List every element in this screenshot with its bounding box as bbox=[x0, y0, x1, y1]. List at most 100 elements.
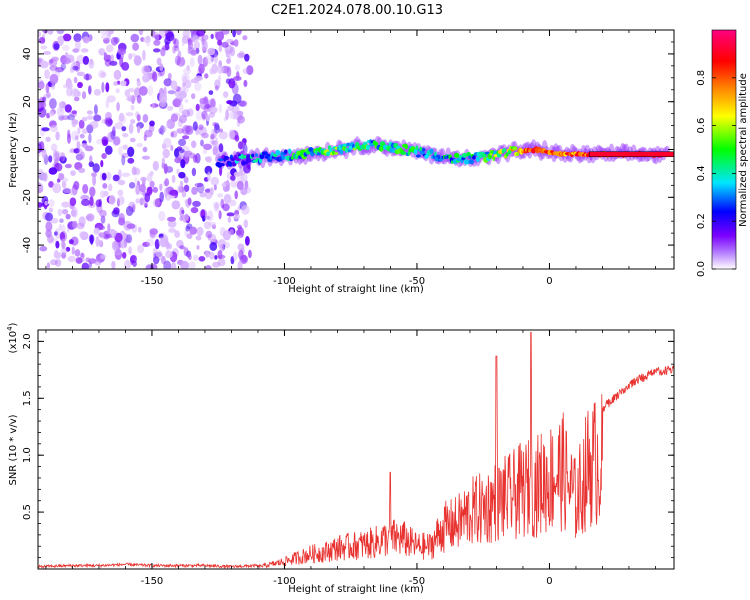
noise-blob bbox=[171, 174, 176, 184]
colorbar-tick-label: 0.4 bbox=[696, 165, 707, 181]
noise-blob bbox=[127, 157, 135, 164]
noise-blob bbox=[104, 117, 108, 125]
noise-blob bbox=[207, 47, 216, 56]
noise-blob bbox=[98, 48, 106, 56]
noise-blob bbox=[111, 240, 119, 251]
noise-blob bbox=[113, 207, 120, 215]
noise-blob bbox=[117, 195, 125, 206]
noise-blob bbox=[99, 30, 109, 35]
noise-blob bbox=[168, 228, 177, 233]
noise-blob bbox=[167, 72, 172, 81]
noise-blob bbox=[147, 85, 154, 96]
signal-point bbox=[255, 153, 258, 157]
noise-blob bbox=[98, 232, 105, 238]
noise-blob bbox=[105, 145, 113, 155]
noise-blob bbox=[166, 122, 170, 128]
noise-blob bbox=[192, 200, 201, 207]
noise-blob bbox=[102, 183, 108, 189]
noise-blob bbox=[225, 109, 229, 120]
signal-point bbox=[329, 147, 333, 154]
signal-point bbox=[462, 153, 468, 158]
noise-blob bbox=[203, 34, 209, 40]
noise-blob bbox=[184, 213, 189, 221]
noise-blob bbox=[71, 110, 78, 115]
noise-blob bbox=[182, 135, 190, 140]
noise-blob bbox=[81, 198, 90, 207]
noise-blob bbox=[200, 139, 204, 147]
signal-point bbox=[348, 145, 354, 150]
noise-blob bbox=[174, 148, 179, 158]
noise-blob bbox=[174, 157, 182, 164]
noise-blob bbox=[191, 167, 197, 177]
noise-blob bbox=[113, 136, 121, 146]
noise-blob bbox=[60, 152, 66, 162]
signal-point bbox=[339, 149, 344, 155]
noise-blob bbox=[201, 113, 206, 121]
noise-blob bbox=[50, 217, 59, 224]
noise-blob bbox=[184, 98, 189, 103]
snr-x-tick-label: -150 bbox=[141, 576, 164, 587]
noise-blob bbox=[49, 59, 54, 64]
signal-point bbox=[515, 152, 520, 157]
noise-blob bbox=[81, 117, 88, 122]
noise-blob bbox=[205, 265, 212, 269]
noise-blob bbox=[69, 188, 78, 196]
noise-blob bbox=[190, 49, 198, 56]
noise-blob bbox=[75, 135, 79, 141]
noise-blob bbox=[149, 180, 155, 188]
noise-blob bbox=[207, 171, 211, 182]
noise-blob bbox=[47, 30, 54, 35]
noise-blob bbox=[164, 187, 168, 198]
noise-blob bbox=[170, 80, 178, 91]
noise-blob bbox=[213, 184, 217, 191]
noise-blob bbox=[151, 103, 155, 109]
noise-blob bbox=[40, 45, 48, 50]
spectrogram-x-tick-label: -50 bbox=[409, 276, 425, 287]
signal-point bbox=[326, 151, 331, 157]
noise-blob bbox=[238, 50, 245, 58]
noise-blobs bbox=[38, 30, 254, 269]
signal-point bbox=[460, 159, 464, 164]
signal-point bbox=[346, 142, 350, 147]
noise-blob bbox=[100, 215, 106, 224]
noise-blob bbox=[69, 197, 77, 206]
noise-blob bbox=[242, 35, 248, 41]
noise-blob bbox=[62, 187, 72, 194]
noise-blob bbox=[241, 137, 247, 144]
spectrogram-y-tick-label: -20 bbox=[22, 189, 33, 205]
noise-blob bbox=[203, 104, 212, 112]
signal-point bbox=[468, 159, 475, 164]
noise-blob bbox=[176, 168, 180, 175]
noise-blob bbox=[118, 112, 125, 122]
noise-blob bbox=[201, 40, 208, 52]
noise-blob bbox=[44, 69, 50, 80]
noise-blob bbox=[61, 177, 69, 183]
noise-blob bbox=[159, 63, 164, 72]
noise-blob bbox=[171, 200, 181, 210]
noise-blob bbox=[236, 180, 244, 190]
noise-blob bbox=[50, 259, 58, 266]
noise-blob bbox=[38, 31, 42, 38]
noise-blob bbox=[153, 256, 160, 265]
signal-point bbox=[479, 155, 482, 159]
noise-blob bbox=[187, 197, 192, 206]
noise-blob bbox=[49, 199, 55, 208]
noise-blob bbox=[209, 251, 215, 260]
noise-blob bbox=[41, 127, 50, 132]
noise-blob bbox=[61, 208, 69, 215]
noise-blob bbox=[237, 141, 244, 150]
noise-blob bbox=[244, 53, 250, 62]
noise-blob bbox=[154, 31, 160, 43]
noise-blob bbox=[100, 160, 104, 168]
noise-blob bbox=[167, 105, 174, 111]
snr-x-axis-label: Height of straight line (km) bbox=[288, 584, 424, 595]
noise-blob bbox=[232, 251, 238, 261]
noise-blob bbox=[42, 96, 47, 103]
noise-blob bbox=[188, 254, 192, 261]
noise-blob bbox=[143, 36, 152, 44]
noise-blob bbox=[183, 68, 192, 75]
noise-blob bbox=[88, 58, 95, 69]
noise-blob bbox=[178, 148, 185, 153]
noise-blob bbox=[210, 98, 216, 109]
signal-point bbox=[429, 148, 434, 154]
